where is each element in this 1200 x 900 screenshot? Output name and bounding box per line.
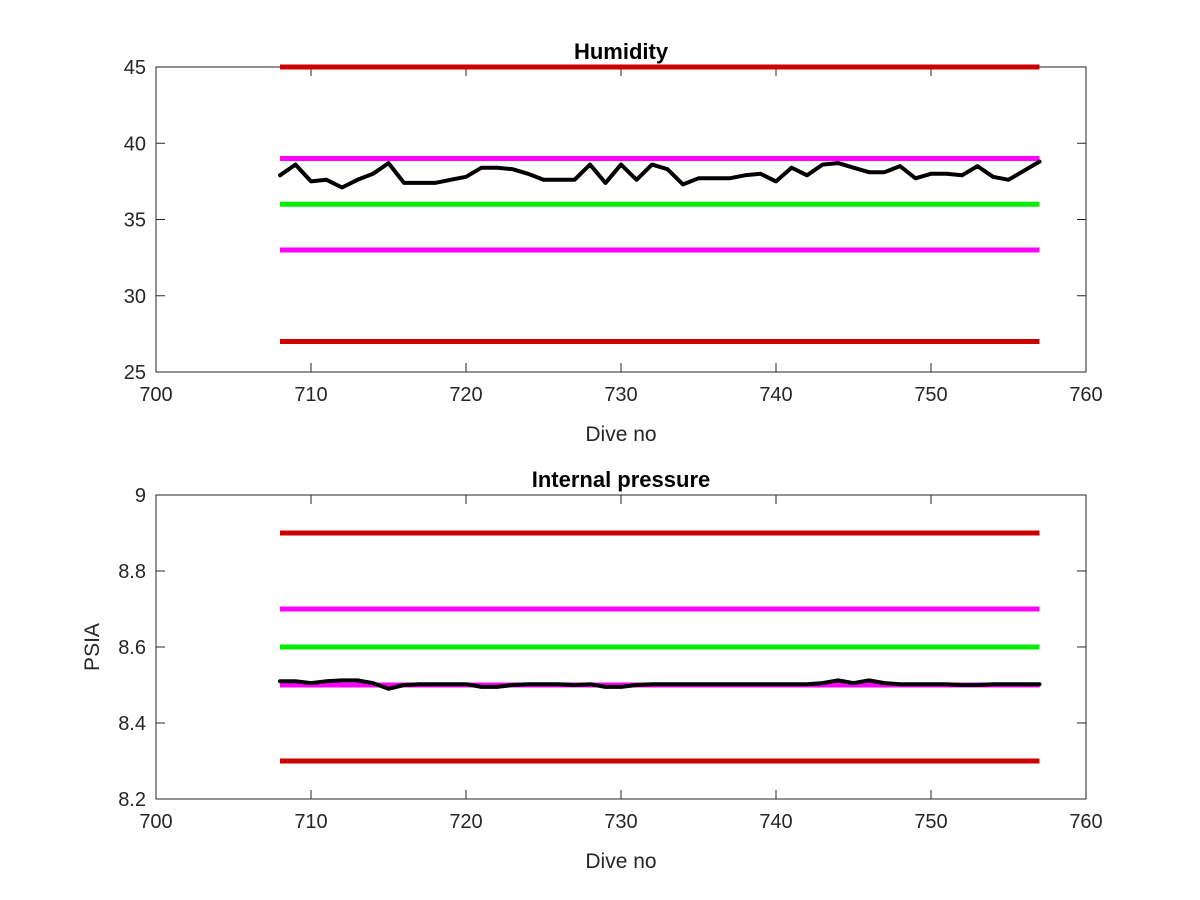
pressure-y-tick-label: 9 xyxy=(135,485,146,507)
humidity-y-tick-label: 40 xyxy=(124,133,146,155)
humidity-data-line xyxy=(278,159,1042,190)
humidity-x-tick-label: 720 xyxy=(449,384,482,406)
pressure-x-axis-label: Dive no xyxy=(585,850,656,873)
pressure-x-tick-label: 750 xyxy=(914,811,947,833)
pressure-x-tick-label: 710 xyxy=(294,811,327,833)
pressure-x-tick-label: 720 xyxy=(449,811,482,833)
humidity-axes: 700 710 720 730 740 750 760 25 30 35 40 45 Humidity D… xyxy=(124,39,1103,446)
humidity-y-tick-label: 35 xyxy=(124,210,146,232)
pressure-x-tick-label: 760 xyxy=(1069,811,1102,833)
humidity-x-tick-label: 710 xyxy=(294,384,327,406)
humidity-chart-title: Humidity xyxy=(574,39,669,64)
humidity-x-tick-label: 760 xyxy=(1069,384,1102,406)
humidity-y-tick-label: 30 xyxy=(124,286,146,308)
humidity-y-tick-label: 45 xyxy=(124,57,146,79)
humidity-x-axis-label: Dive no xyxy=(585,423,656,446)
pressure-axes: 700 710 720 730 740 750 760 8.2 8.4 8.6 8.8 9 Intern… xyxy=(81,467,1103,873)
humidity-x-tick-label: 730 xyxy=(604,384,637,406)
humidity-x-tick-label: 750 xyxy=(914,384,947,406)
pressure-y-tick-label: 8.6 xyxy=(118,637,146,659)
humidity-plot-frame xyxy=(155,66,1087,373)
humidity-x-tick-label: 740 xyxy=(759,384,792,406)
pressure-y-axis-label: PSIA xyxy=(81,623,104,671)
pressure-x-tick-label: 700 xyxy=(139,811,172,833)
pressure-y-tick-label: 8.4 xyxy=(118,713,146,735)
pressure-chart-title: Internal pressure xyxy=(532,467,711,492)
pressure-data-line xyxy=(278,678,1042,691)
humidity-y-tick-label: 25 xyxy=(124,362,146,384)
humidity-x-tick-label: 700 xyxy=(139,384,172,406)
pressure-x-tick-label: 740 xyxy=(759,811,792,833)
pressure-y-tick-label: 8.8 xyxy=(118,561,146,583)
pressure-y-tick-label: 8.2 xyxy=(118,789,146,811)
pressure-x-tick-label: 730 xyxy=(604,811,637,833)
